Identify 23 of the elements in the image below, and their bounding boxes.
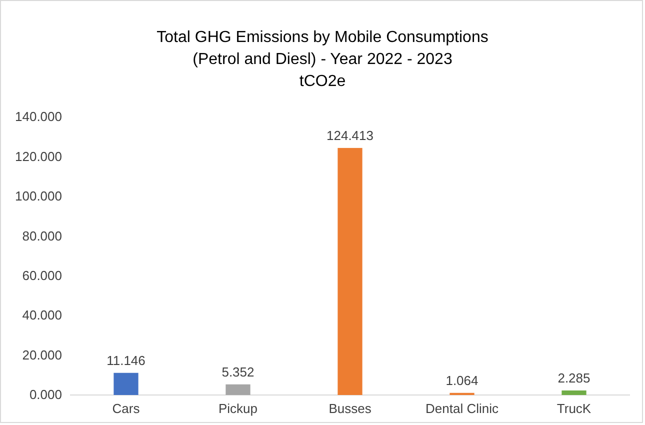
x-tick-label: Pickup [218, 401, 258, 416]
data-label: 1.064 [446, 372, 478, 388]
x-tick-label: Busses [328, 401, 372, 416]
bar [338, 148, 362, 395]
data-label: 5.352 [222, 364, 254, 380]
x-tick-label: TrucK [556, 401, 592, 416]
y-tick-label: 60.000 [22, 268, 62, 284]
x-tick-label: Cars [112, 401, 140, 416]
y-tick-label: 140.000 [15, 109, 62, 124]
y-tick-label: 120.000 [15, 148, 62, 164]
bar [562, 390, 586, 395]
bar [226, 384, 250, 395]
chart-subtitle: tCO2e [299, 73, 346, 90]
y-tick-label: 80.000 [22, 228, 62, 244]
data-label: 11.146 [106, 352, 146, 368]
y-tick-label: 100.000 [15, 188, 62, 204]
y-tick-label: 0.000 [29, 387, 62, 402]
x-tick-label: Dental Clinic [426, 401, 499, 416]
bar [114, 372, 138, 395]
y-tick-label: 20.000 [22, 347, 62, 362]
y-tick-label: 40.000 [22, 308, 62, 323]
data-label: 124.413 [326, 128, 374, 143]
data-label: 2.285 [558, 370, 590, 386]
